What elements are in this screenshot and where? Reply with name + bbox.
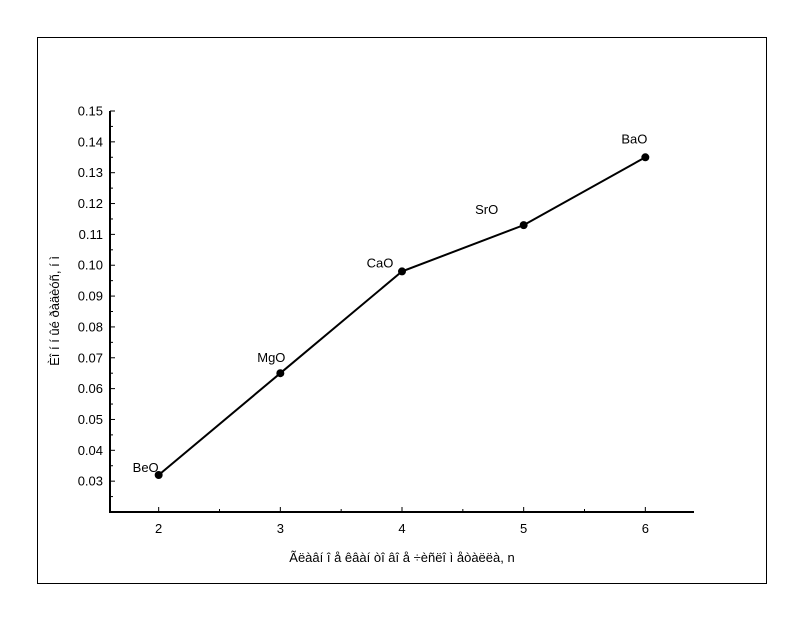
- data-point-label: MgO: [257, 350, 285, 365]
- data-point: [154, 470, 163, 479]
- y-tick-label: 0.09: [78, 289, 103, 304]
- x-tick-label: 4: [398, 521, 405, 536]
- data-point: [641, 153, 650, 162]
- y-tick-label: 0.08: [78, 319, 103, 334]
- y-tick-label: 0.06: [78, 381, 103, 396]
- y-tick-label: 0.05: [78, 412, 103, 427]
- x-tick-label: 2: [155, 521, 162, 536]
- x-tick-label: 5: [520, 521, 527, 536]
- chart-frame: [37, 37, 767, 584]
- x-tick-label: 6: [642, 521, 649, 536]
- y-tick-label: 0.07: [78, 350, 103, 365]
- data-point: [276, 369, 285, 378]
- data-point: [398, 267, 406, 276]
- y-tick-label: 0.11: [79, 227, 103, 242]
- data-point-label: SrO: [475, 202, 498, 217]
- y-tick-label: 0.10: [78, 258, 103, 273]
- y-tick-label: 0.03: [78, 474, 103, 489]
- y-tick-label: 0.15: [78, 104, 103, 119]
- axes: [109, 111, 694, 513]
- data-point: [519, 221, 528, 230]
- y-tick-label: 0.14: [78, 134, 103, 149]
- y-tick-label: 0.12: [78, 196, 103, 211]
- data-point-label: BaO: [621, 131, 647, 146]
- ticks: 0.03 0.04 0.05 0.06 0.07 0.08 0.09 0.10 0.11 0.12…: [78, 104, 649, 537]
- y-tick-label: 0.04: [78, 443, 103, 458]
- data-point-label: CaO: [367, 255, 394, 270]
- x-axis-label: Ãëàâí î å êâàí òî âî å ÷èñëî ì åòàëëà, n: [289, 550, 514, 565]
- data-point-label: BeO: [133, 460, 159, 475]
- x-tick-label: 3: [277, 521, 284, 536]
- y-tick-label: 0.13: [78, 165, 103, 180]
- y-axis-label: Èî í í ûé ðàäèóñ, í ì: [47, 256, 62, 366]
- series: BeO MgO CaO SrO BaO: [133, 131, 650, 479]
- series-line: [158, 156, 646, 476]
